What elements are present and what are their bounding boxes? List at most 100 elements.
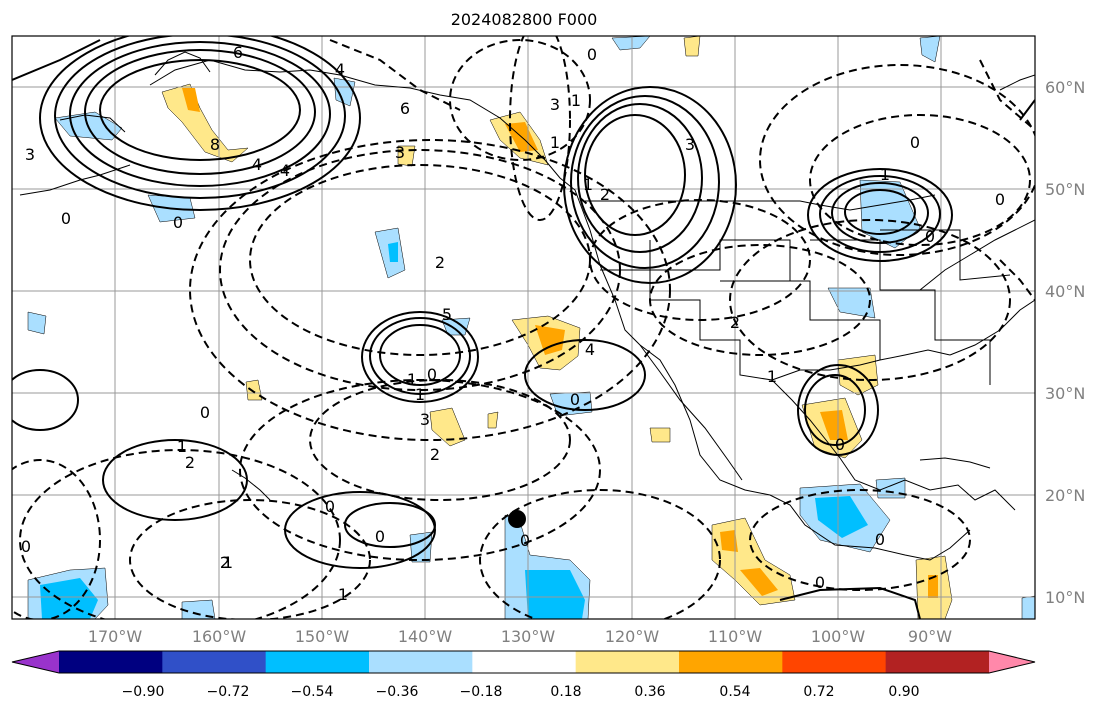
contour-label: 2 [430, 445, 440, 464]
contour-label: 2 [600, 185, 610, 204]
contour-label: 4 [280, 161, 290, 180]
shade-positive [245, 379, 263, 401]
lon-label: 130°W [501, 627, 556, 646]
shade-positive [429, 407, 466, 447]
colorbar-tick-label: 0.72 [803, 684, 834, 700]
contour-label: 0 [21, 537, 31, 556]
contour-label: 0 [835, 435, 845, 454]
colorbar-labels: −0.90 −0.72 −0.54 −0.36 −0.18 0.18 0.36 … [122, 684, 920, 700]
shade-negative [815, 496, 868, 538]
contour-label: 2 [435, 253, 445, 272]
contour-label: 1 [767, 367, 777, 386]
colorbar-segment [265, 651, 370, 673]
shade-positive [649, 427, 671, 443]
contour-label: 1 [550, 133, 560, 152]
colorbar-tick-label: 0.54 [719, 684, 750, 700]
contour-label: 0 [375, 527, 385, 546]
lon-label: 100°W [811, 627, 866, 646]
lat-label: 20°N [1045, 486, 1085, 505]
colorbar [11, 650, 1036, 674]
contour-label: 0 [520, 531, 530, 550]
colorbar-segment [575, 651, 680, 673]
lon-label: 140°W [398, 627, 453, 646]
contour-label: 1 [223, 553, 233, 572]
colorbar-segment [679, 651, 783, 673]
colorbar-tick-label: 0.18 [550, 684, 581, 700]
shade-positive [711, 517, 796, 606]
colorbar-segment [162, 651, 267, 673]
colorbar-tick-label: 0.36 [634, 684, 665, 700]
contour-label: 1 [415, 385, 425, 404]
colorbar-tick-label: −0.36 [376, 684, 419, 700]
contour-label: 0 [173, 213, 183, 232]
shade-positive [182, 88, 200, 112]
contour-label: 3 [395, 143, 405, 162]
contour-label: 0 [910, 133, 920, 152]
contour-label: 0 [925, 227, 935, 246]
gridlines [12, 36, 1035, 619]
lon-label: 170°W [88, 627, 143, 646]
shade-negative [27, 311, 47, 335]
colorbar-outline [11, 650, 1036, 674]
shade-negative [40, 578, 98, 619]
lon-label: 110°W [708, 627, 763, 646]
contours [12, 36, 1035, 619]
shade-negative [441, 317, 471, 336]
lat-label: 10°N [1045, 588, 1085, 607]
shade-negative [611, 36, 651, 51]
contour-label: 3 [685, 135, 695, 154]
colorbar-segment [782, 651, 887, 673]
colorbar-tick-label: −0.54 [291, 684, 334, 700]
shade-positive [683, 36, 701, 57]
colorbar-tick-label: 0.90 [888, 684, 919, 700]
contour-label: 1 [338, 585, 348, 604]
storm-center-marker [508, 510, 526, 528]
shade-positive [820, 410, 848, 440]
contour-label: 1 [571, 91, 581, 110]
contour-label: 0 [815, 573, 825, 592]
longitude-labels: 170°W 160°W 150°W 140°W 130°W 120°W 110°… [88, 627, 952, 646]
lat-label: 60°N [1045, 78, 1085, 97]
lat-label: 40°N [1045, 282, 1085, 301]
shade-negative [181, 599, 216, 619]
shade-positive [161, 83, 249, 163]
latitude-labels: 60°N 50°N 40°N 30°N 20°N 10°N [1045, 78, 1085, 607]
contour-label: 2 [220, 553, 230, 572]
contour-label: 4 [252, 155, 262, 174]
contour-label: 5 [442, 305, 452, 324]
shade-negative [919, 36, 941, 63]
colorbar-extend-min [12, 651, 59, 673]
colorbar-tick-label: −0.90 [122, 684, 165, 700]
shade-positive [720, 530, 738, 552]
lon-label: 150°W [295, 627, 350, 646]
contour-label: 0 [200, 403, 210, 422]
shade-negative [827, 287, 876, 319]
shade-negative [388, 242, 398, 262]
shade-positive [740, 568, 778, 596]
contour-label: 2 [730, 313, 740, 332]
contour-label: 3 [420, 410, 430, 429]
contour-label: 0 [587, 45, 597, 64]
contour-label: 6 [233, 43, 243, 62]
contour-label: 0 [995, 190, 1005, 209]
contour-label: 1 [880, 165, 890, 184]
colorbar-segment [885, 651, 990, 673]
shade-negative [1021, 595, 1035, 619]
colorbar-extend-max [989, 651, 1035, 673]
contours-dashed [12, 36, 1035, 619]
contour-label: 1 [407, 370, 417, 389]
contour-label: 4 [335, 60, 345, 79]
contour-label: 0 [61, 209, 71, 228]
colorbar-segment [369, 651, 473, 673]
lon-label: 90°W [908, 627, 952, 646]
contour-label: 0 [427, 365, 437, 384]
contour-label: 0 [875, 530, 885, 549]
shade-positive [535, 325, 565, 355]
lon-label: 160°W [192, 627, 247, 646]
contour-label: 1 [583, 175, 593, 194]
map-title: 2024082800 F000 [450, 10, 598, 29]
contour-label: 2 [185, 453, 195, 472]
contour-label: 0 [325, 497, 335, 516]
